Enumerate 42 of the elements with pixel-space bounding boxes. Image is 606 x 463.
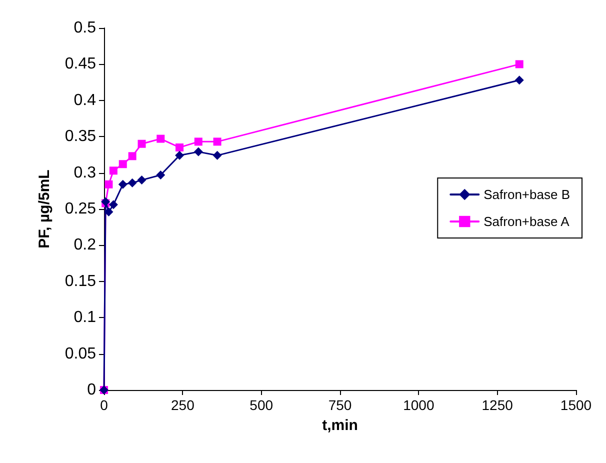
point <box>109 166 118 175</box>
point <box>156 170 166 180</box>
x-tick-label: 250 <box>170 397 195 413</box>
point <box>194 138 202 146</box>
x-tick-label: 1000 <box>403 397 434 413</box>
point <box>175 150 184 160</box>
point <box>128 152 136 160</box>
point <box>176 143 184 152</box>
point <box>194 147 203 156</box>
point <box>128 178 137 188</box>
point <box>514 76 524 85</box>
point <box>137 176 146 185</box>
point <box>104 180 113 188</box>
point <box>213 138 222 146</box>
y-tick-label: 0 <box>87 382 96 398</box>
y-tick-label: 0.05 <box>64 345 96 362</box>
point <box>156 134 165 143</box>
y-tick-label: 0.35 <box>64 128 96 146</box>
x-tick-label: 1500 <box>560 397 592 413</box>
legend-label: Safron+base A <box>484 214 570 229</box>
point <box>138 140 146 148</box>
y-tick-label: 0.1 <box>74 309 96 326</box>
x-tick-label: 750 <box>328 397 352 413</box>
point <box>118 180 128 189</box>
y-tick-label: 0.5 <box>74 20 96 36</box>
legend-label: Safron+base B <box>484 187 570 202</box>
point <box>515 60 524 68</box>
x-tick-label: 1250 <box>482 397 514 413</box>
y-axis-title: PF, µg/5mL <box>36 170 53 248</box>
point <box>118 160 127 168</box>
point <box>104 207 114 216</box>
y-tick-label: 0.4 <box>74 92 96 109</box>
x-tick-label: 500 <box>250 397 274 413</box>
y-tick-label: 0.15 <box>64 272 96 290</box>
point <box>108 200 118 210</box>
y-tick-label: 0.45 <box>64 56 96 73</box>
x-axis-title: t,min <box>322 417 358 434</box>
y-tick-label: 0.25 <box>64 200 96 218</box>
point <box>212 150 222 160</box>
y-tick-label: 0.3 <box>74 164 96 182</box>
x-tick-label: 0 <box>100 397 108 413</box>
y-tick-label: 0.2 <box>74 236 96 254</box>
